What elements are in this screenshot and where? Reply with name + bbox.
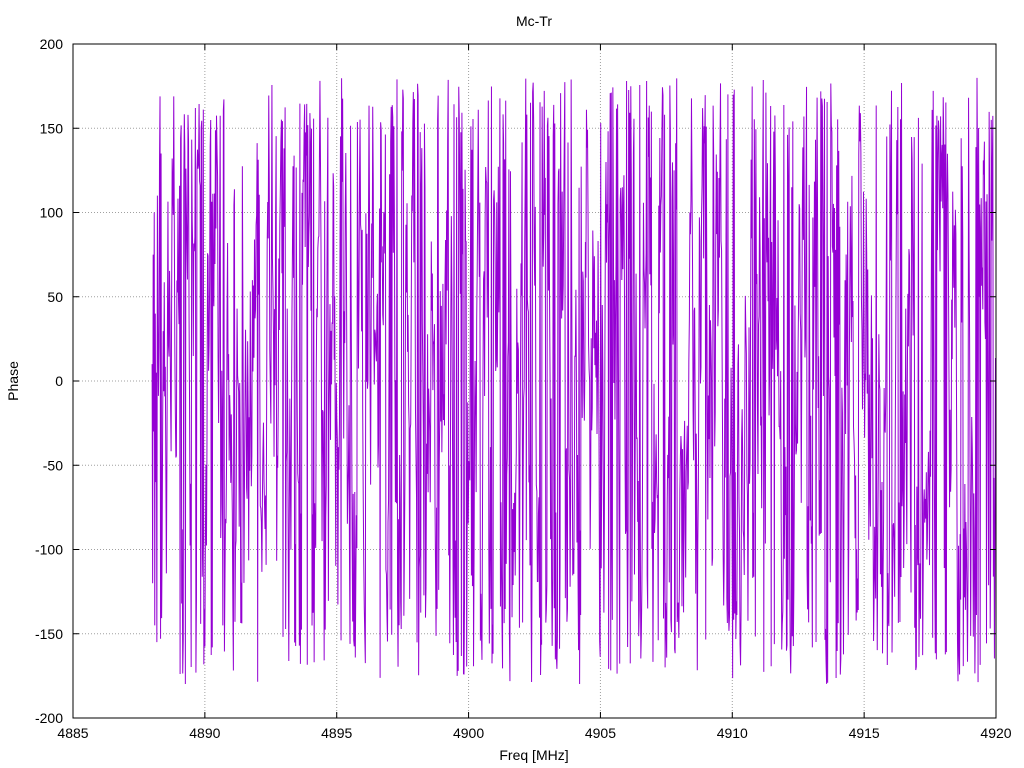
y-tick-label: -200: [35, 710, 63, 726]
x-tick-label: 4885: [57, 725, 88, 741]
y-tick-label: 0: [55, 373, 63, 389]
chart-title: Mc-Tr: [516, 13, 552, 29]
y-tick-label: -100: [35, 542, 63, 558]
x-tick-label: 4890: [189, 725, 220, 741]
y-tick-label: 200: [40, 36, 64, 52]
y-tick-label: -150: [35, 626, 63, 642]
y-axis-ticks: -200 -150 -100 -50 0 50 100 150 200: [35, 36, 996, 726]
y-axis-title: Phase: [5, 361, 21, 401]
x-axis-title: Freq [MHz]: [499, 747, 568, 763]
x-tick-label: 4915: [849, 725, 880, 741]
x-tick-label: 4910: [717, 725, 748, 741]
y-tick-label: 150: [40, 120, 64, 136]
x-axis-ticks: 4885 4890 4895 4900 4905 4910 4915 4920: [57, 44, 1012, 741]
y-tick-label: 100: [40, 205, 64, 221]
x-tick-label: 4895: [321, 725, 352, 741]
y-tick-label: 50: [47, 289, 63, 305]
phase-series-line: [151, 77, 997, 685]
x-tick-label: 4905: [585, 725, 616, 741]
y-tick-label: -50: [43, 457, 63, 473]
series-layer: [151, 77, 997, 685]
x-tick-label: 4900: [453, 725, 484, 741]
x-tick-label: 4920: [980, 725, 1011, 741]
